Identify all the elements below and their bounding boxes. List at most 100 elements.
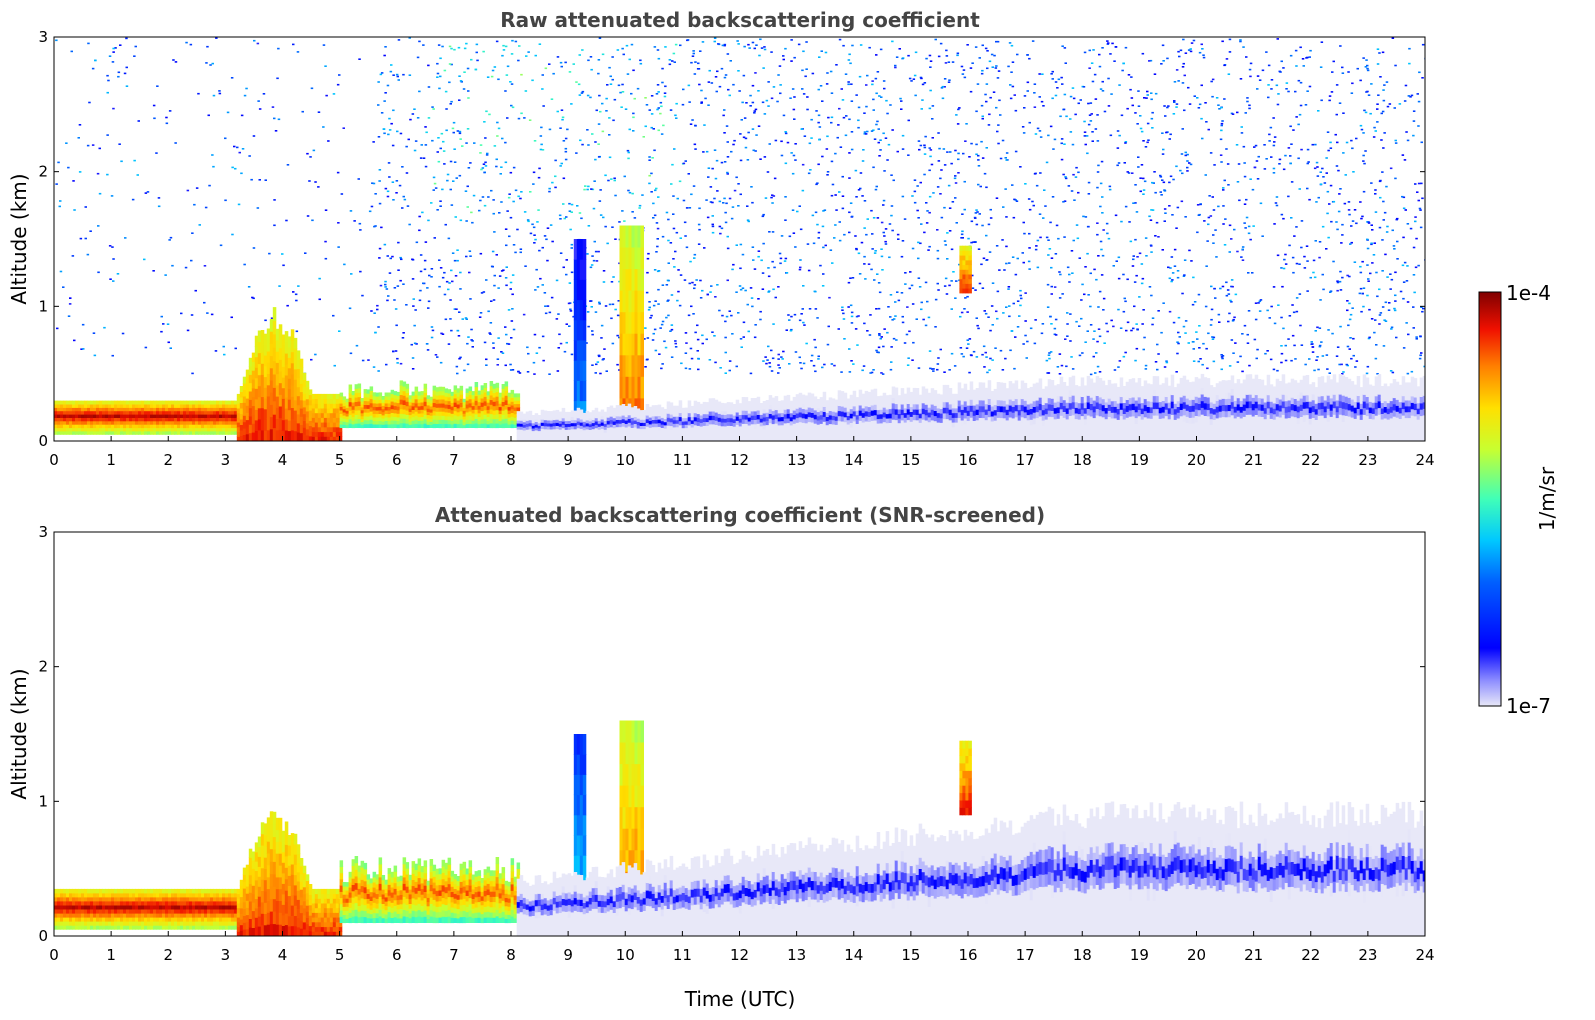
noise-pixel <box>977 159 980 161</box>
noise-pixel <box>1169 133 1172 136</box>
feature-pixel <box>234 424 238 429</box>
noise-pixel <box>1230 339 1234 341</box>
noise-pixel <box>794 246 797 248</box>
feature-pixel <box>248 432 253 441</box>
feature-pixel <box>84 404 88 408</box>
noise-pixel <box>1097 306 1100 308</box>
noise-pixel <box>1282 327 1285 330</box>
noise-pixel <box>763 48 767 51</box>
noise-pixel <box>1308 85 1312 88</box>
feature-pixel <box>72 400 76 405</box>
feature-pixel <box>474 382 479 388</box>
noise-pixel <box>396 362 399 364</box>
feature-pixel <box>75 404 79 408</box>
noise-pixel <box>1380 139 1383 141</box>
feature-pixel <box>423 405 428 411</box>
noise-pixel <box>884 243 888 245</box>
noise-pixel <box>1028 208 1032 211</box>
noise-pixel <box>950 280 953 282</box>
noise-pixel <box>402 283 405 285</box>
noise-pixel <box>887 143 891 146</box>
noise-pixel <box>1313 276 1317 279</box>
feature-pixel <box>483 409 488 415</box>
noise-pixel <box>957 108 960 111</box>
noise-pixel <box>164 274 167 276</box>
feature-pixel <box>222 407 226 412</box>
noise-pixel <box>811 214 815 217</box>
heatmap <box>54 37 1425 441</box>
noise-pixel <box>595 109 598 112</box>
feature-pixel <box>108 407 112 412</box>
noise-pixel <box>763 113 767 115</box>
noise-pixel <box>1047 134 1050 137</box>
noise-pixel <box>546 259 549 262</box>
noise-pixel <box>1377 94 1380 96</box>
feature-pixel <box>339 399 344 404</box>
noise-pixel <box>793 56 796 59</box>
feature-pixel <box>141 400 145 405</box>
feature-pixel <box>323 393 328 400</box>
feature-pixel <box>489 390 494 396</box>
noise-pixel <box>1298 293 1302 295</box>
feature-pixel <box>471 409 476 414</box>
feature-pixel <box>222 400 226 405</box>
noise-pixel <box>694 61 697 63</box>
feature-pixel <box>360 415 365 420</box>
feature-pixel <box>105 400 109 405</box>
noise-pixel <box>1137 166 1140 168</box>
noise-pixel <box>1159 174 1162 177</box>
noise-pixel <box>436 356 439 358</box>
noise-pixel <box>1255 160 1259 162</box>
noise-pixel <box>749 372 753 375</box>
feature-pixel <box>210 430 214 435</box>
noise-pixel <box>1376 48 1380 50</box>
noise-pixel <box>471 340 474 342</box>
noise-pixel <box>1393 248 1396 250</box>
noise-pixel <box>1365 59 1368 61</box>
noise-pixel <box>1096 140 1100 142</box>
noise-pixel <box>502 49 506 51</box>
noise-pixel <box>861 160 865 162</box>
noise-pixel <box>165 116 168 119</box>
noise-pixel <box>939 193 942 195</box>
feature-pixel <box>402 399 407 405</box>
feature-pixel <box>456 423 461 428</box>
feature-pixel <box>308 425 313 432</box>
feature-pixel <box>57 417 61 422</box>
feature-pixel <box>269 428 274 441</box>
noise-pixel <box>1363 162 1366 165</box>
noise-pixel <box>59 200 62 202</box>
noise-pixel <box>811 72 815 75</box>
feature-pixel <box>302 372 307 381</box>
noise-pixel <box>823 209 827 211</box>
noise-pixel <box>1222 187 1225 189</box>
noise-pixel <box>1148 286 1152 288</box>
noise-pixel <box>1163 105 1166 107</box>
feature-pixel <box>84 427 88 432</box>
noise-pixel <box>1336 346 1340 348</box>
feature-pixel <box>329 408 334 414</box>
feature-pixel <box>248 357 253 367</box>
noise-pixel <box>1063 200 1067 202</box>
feature-pixel <box>423 401 428 407</box>
noise-pixel <box>439 200 442 202</box>
noise-pixel <box>465 220 468 222</box>
feature-pixel <box>435 391 440 396</box>
noise-pixel <box>765 99 769 102</box>
noise-pixel <box>654 349 658 352</box>
noise-pixel <box>1376 63 1380 65</box>
noise-pixel <box>960 353 964 355</box>
feature-pixel <box>257 374 262 387</box>
feature-pixel <box>96 420 100 425</box>
noise-pixel <box>908 77 912 80</box>
feature-pixel <box>332 398 337 404</box>
feature-pixel <box>201 410 205 415</box>
feature-pixel <box>78 430 82 435</box>
noise-pixel <box>392 74 395 76</box>
noise-pixel <box>1099 88 1103 90</box>
noise-pixel <box>774 296 777 299</box>
noise-pixel <box>568 325 571 327</box>
noise-pixel <box>1362 287 1366 289</box>
noise-pixel <box>850 83 853 85</box>
noise-pixel <box>560 65 563 68</box>
